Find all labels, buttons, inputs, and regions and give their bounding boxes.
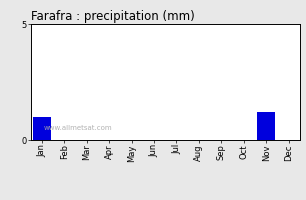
Text: Farafra : precipitation (mm): Farafra : precipitation (mm) bbox=[31, 10, 194, 23]
Text: www.allmetsat.com: www.allmetsat.com bbox=[44, 125, 113, 131]
Bar bbox=[33, 117, 51, 140]
Bar bbox=[257, 112, 275, 140]
